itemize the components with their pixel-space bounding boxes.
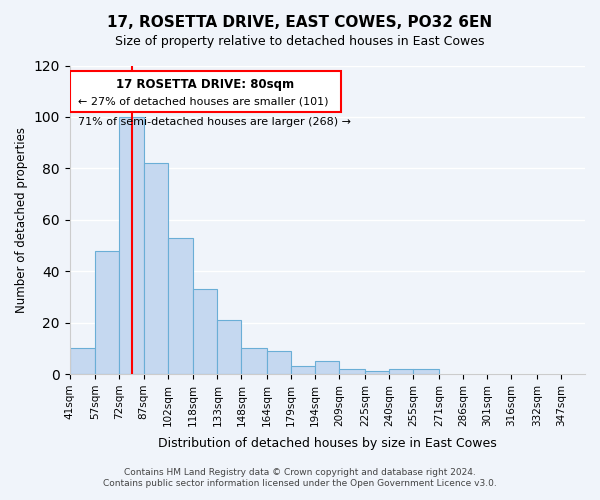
Bar [70,348,95,374]
Bar [413,369,439,374]
Bar [315,361,340,374]
Text: 71% of semi-detached houses are larger (268) →: 71% of semi-detached houses are larger (… [77,117,350,127]
Bar [267,351,291,374]
Bar [291,366,315,374]
Bar [193,289,217,374]
Bar [95,250,119,374]
Bar [119,117,143,374]
FancyBboxPatch shape [70,70,341,112]
Bar [217,320,241,374]
Bar [143,163,167,374]
Bar [241,348,267,374]
Text: ← 27% of detached houses are smaller (101): ← 27% of detached houses are smaller (10… [77,96,328,106]
Text: 17, ROSETTA DRIVE, EAST COWES, PO32 6EN: 17, ROSETTA DRIVE, EAST COWES, PO32 6EN [107,15,493,30]
Bar [340,369,365,374]
Bar [365,372,389,374]
X-axis label: Distribution of detached houses by size in East Cowes: Distribution of detached houses by size … [158,437,497,450]
Text: Contains HM Land Registry data © Crown copyright and database right 2024.
Contai: Contains HM Land Registry data © Crown c… [103,468,497,487]
Y-axis label: Number of detached properties: Number of detached properties [15,127,28,313]
Text: 17 ROSETTA DRIVE: 80sqm: 17 ROSETTA DRIVE: 80sqm [116,78,295,92]
Bar [167,238,193,374]
Bar [389,369,413,374]
Text: Size of property relative to detached houses in East Cowes: Size of property relative to detached ho… [115,35,485,48]
